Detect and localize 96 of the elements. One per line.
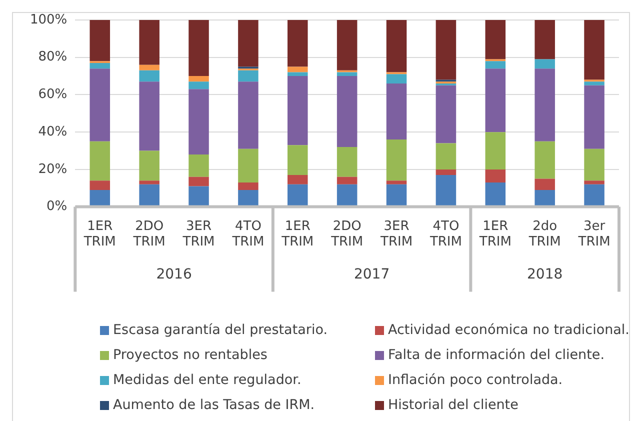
bar	[584, 184, 604, 206]
bar	[534, 59, 555, 69]
bar	[436, 85, 456, 144]
y-tick-label: 0%	[46, 199, 68, 214]
bar	[336, 147, 358, 177]
bar	[288, 76, 308, 146]
bar	[436, 143, 456, 170]
bar	[485, 132, 506, 170]
x-tick-label: 1ER TRIM	[280, 218, 314, 250]
bar	[90, 141, 110, 181]
bar	[386, 20, 407, 72]
bar	[485, 169, 506, 183]
bar	[188, 176, 209, 186]
bar	[534, 68, 555, 142]
bar	[188, 154, 209, 177]
bar	[584, 20, 604, 80]
bar	[336, 20, 358, 70]
bar	[485, 68, 506, 132]
y-tick-label: 20%	[38, 162, 68, 177]
x-tick-label: 4TO TRIM	[231, 218, 264, 250]
bar	[139, 70, 160, 82]
bar	[336, 176, 358, 184]
bar	[90, 62, 110, 69]
bar	[139, 150, 160, 181]
bar	[90, 68, 110, 142]
bar	[188, 20, 209, 76]
bar	[436, 169, 456, 176]
bar	[139, 20, 160, 65]
bar	[386, 184, 407, 206]
x-tick-label: 3ER TRIM	[182, 218, 215, 250]
bar	[188, 76, 209, 82]
legend-label: Actividad económica no tradicional.	[388, 322, 630, 338]
x-tick-label: 2do TRIM	[528, 218, 561, 250]
bar	[288, 175, 308, 184]
bar	[584, 82, 604, 86]
bar	[386, 180, 407, 184]
bar	[288, 66, 308, 72]
bar	[584, 180, 604, 184]
bar	[534, 190, 555, 206]
bar	[534, 20, 555, 60]
x-tick-label: 4TO TRIM	[428, 218, 462, 250]
bar	[90, 190, 110, 206]
bar	[238, 190, 258, 206]
text: 2016	[156, 266, 192, 282]
legend-label: Inflación poco controlada.	[388, 372, 563, 388]
bar	[436, 20, 456, 80]
bar	[139, 184, 160, 206]
bar	[584, 85, 604, 149]
x-tick-label: 1ER TRIM	[82, 218, 116, 250]
text: 2017	[354, 266, 390, 282]
bar	[534, 141, 555, 179]
x-tick-label: 2DO TRIM	[132, 218, 166, 250]
bar	[288, 184, 308, 206]
bar	[90, 20, 110, 62]
y-tick-label: 60%	[38, 87, 68, 102]
bar	[188, 89, 209, 154]
bar	[238, 148, 258, 183]
bar	[336, 76, 358, 148]
bar	[584, 148, 604, 181]
bar	[336, 72, 358, 76]
bar	[238, 20, 258, 67]
bar	[288, 20, 308, 67]
x-tick-label: 2DO TRIM	[330, 218, 364, 250]
bar	[188, 82, 209, 90]
text: 2018	[527, 266, 563, 282]
bar	[436, 175, 456, 206]
bar	[336, 184, 358, 206]
bar	[485, 61, 506, 69]
bar	[139, 64, 160, 70]
bar	[485, 182, 506, 206]
bar	[386, 140, 407, 181]
legend-label: Historial del cliente	[388, 397, 518, 413]
y-tick-label: 100%	[30, 12, 68, 28]
bar	[386, 74, 407, 84]
x-tick-label: 1ER TRIM	[478, 218, 512, 250]
bar	[386, 84, 407, 140]
y-tick-label: 80%	[38, 50, 68, 65]
legend-label: Proyectos no rentables	[113, 347, 268, 363]
x-tick-label: 3ER TRIM	[380, 218, 413, 250]
bar	[238, 82, 258, 149]
x-tick-label: 3er TRIM	[577, 218, 610, 250]
legend-label: Aumento de las Tasas de IRM.	[113, 397, 315, 413]
legend-label: Medidas del ente regulador.	[113, 372, 302, 388]
bar	[188, 186, 209, 206]
bar	[288, 72, 308, 76]
bar	[485, 20, 506, 60]
bar	[288, 145, 308, 176]
bar	[238, 70, 258, 82]
bar	[90, 180, 110, 190]
bar	[139, 82, 160, 151]
legend-label: Escasa garantía del prestatario.	[113, 322, 328, 338]
bar	[238, 182, 258, 190]
y-tick-label: 40%	[38, 124, 68, 140]
bar	[139, 180, 160, 184]
legend-label: Falta de información del cliente.	[388, 347, 605, 363]
bar	[534, 178, 555, 190]
